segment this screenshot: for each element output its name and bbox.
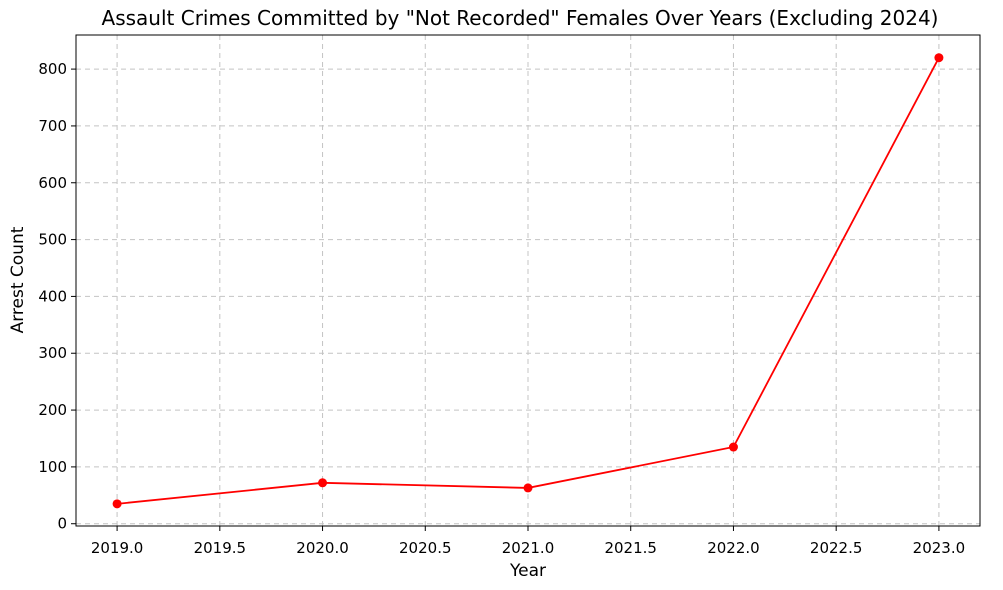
x-axis-label: Year — [509, 561, 546, 581]
x-tick-label: 2020.5 — [399, 539, 452, 557]
grid — [76, 35, 980, 526]
y-tick-label: 300 — [38, 344, 67, 362]
y-tick-label: 400 — [38, 287, 67, 305]
x-tick-label: 2022.0 — [707, 539, 760, 557]
y-tick-label: 600 — [38, 174, 67, 192]
x-tick-label: 2021.5 — [604, 539, 657, 557]
data-point — [112, 499, 122, 509]
y-tick-label: 800 — [38, 60, 67, 78]
y-tick-label: 0 — [57, 515, 67, 533]
data-point — [523, 483, 533, 493]
x-tick-label: 2019.5 — [194, 539, 247, 557]
x-tick-label: 2021.0 — [502, 539, 555, 557]
series-layer — [112, 53, 944, 509]
x-tick-label: 2020.0 — [296, 539, 349, 557]
data-point — [318, 478, 328, 488]
x-tick-label: 2019.0 — [91, 539, 144, 557]
data-point — [728, 442, 738, 452]
y-tick-label: 700 — [38, 117, 67, 135]
y-tick-label: 100 — [38, 458, 67, 476]
y-axis-label: Arrest Count — [8, 226, 28, 333]
y-tick-label: 500 — [38, 231, 67, 249]
data-point — [934, 53, 944, 63]
x-tick-label: 2023.0 — [913, 539, 966, 557]
chart-title: Assault Crimes Committed by "Not Recorde… — [102, 6, 939, 30]
axis-ticks: 2019.0 2019.5 2020.0 2020.5 2021.0 2021.5 2022… — [38, 60, 965, 557]
y-tick-label: 200 — [38, 401, 67, 419]
x-tick-label: 2022.5 — [810, 539, 863, 557]
